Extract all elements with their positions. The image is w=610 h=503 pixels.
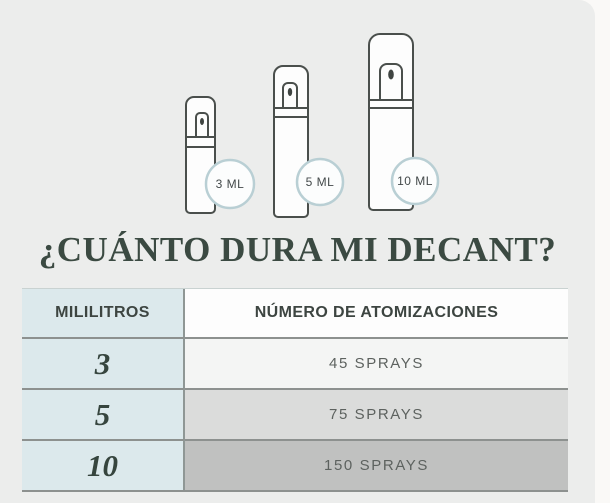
table-header-atomizaciones: NÚMERO DE ATOMIZACIONES <box>185 289 568 337</box>
decant-duration-table: MILILITROS NÚMERO DE ATOMIZACIONES 3 45 … <box>22 288 568 492</box>
table-cell-sprays-row1: 45 SPRAYS <box>185 337 568 388</box>
badge-5ml: 5 ML <box>295 157 345 207</box>
bottle-10ml-pump <box>379 63 403 101</box>
badge-10ml-circle <box>390 156 440 206</box>
table-cell-ml-row1: 3 <box>22 337 185 388</box>
badge-3ml-circle <box>204 158 256 210</box>
bottle-10ml-nozzle-icon <box>388 69 394 80</box>
table-header-mililitros: MILILITROS <box>22 289 185 337</box>
bottle-3ml-nozzle-icon <box>200 118 204 125</box>
table-cell-sprays-row3: 150 SPRAYS <box>185 439 568 490</box>
badge-3ml: 3 ML <box>204 158 256 210</box>
table-cell-ml-row3: 10 <box>22 439 185 490</box>
badge-3ml-label: 3 ML <box>216 177 245 191</box>
bottle-5ml-nozzle-icon <box>287 88 293 96</box>
badge-5ml-label: 5 ML <box>306 175 335 189</box>
badge-5ml-circle <box>295 157 345 207</box>
badge-10ml: 10 ML <box>390 156 440 206</box>
card-background: 3 ML 5 ML 10 ML ¿CUÁNTO DURA MI DECANT? … <box>0 0 595 503</box>
page-title: ¿CUÁNTO DURA MI DECANT? <box>38 230 557 269</box>
table-cell-sprays-row2: 75 SPRAYS <box>185 388 568 439</box>
decant-bottles-illustration: 3 ML 5 ML 10 ML <box>185 33 440 218</box>
table-cell-ml-row2: 5 <box>22 388 185 439</box>
badge-10ml-label: 10 ML <box>397 174 433 188</box>
